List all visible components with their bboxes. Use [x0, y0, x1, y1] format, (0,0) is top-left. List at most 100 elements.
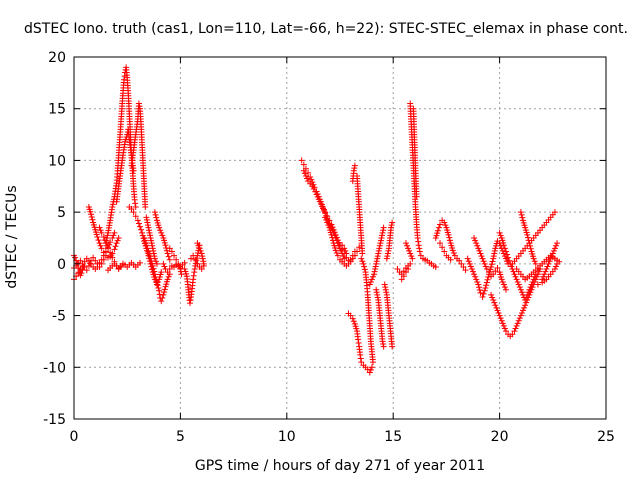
data-point: [473, 276, 480, 283]
data-point: [400, 273, 407, 280]
data-point: [373, 258, 380, 265]
data-point: [439, 244, 446, 251]
data-point: [135, 100, 142, 107]
data-point: [358, 255, 365, 262]
data-point: [78, 270, 85, 277]
data-point: [548, 253, 555, 260]
data-point: [153, 260, 160, 267]
data-point: [483, 266, 490, 273]
data-point: [371, 268, 378, 275]
data-point: [547, 255, 554, 262]
data-point: [81, 263, 88, 270]
data-point: [552, 242, 559, 249]
data-point: [108, 252, 115, 259]
data-point: [501, 284, 508, 291]
data-point: [402, 269, 409, 276]
data-point: [304, 175, 311, 182]
data-point: [195, 242, 202, 249]
data-point: [97, 242, 104, 249]
data-point: [149, 242, 156, 249]
data-point: [161, 289, 168, 296]
data-point: [446, 237, 453, 244]
data-point: [499, 320, 506, 327]
data-point: [109, 201, 116, 208]
data-point: [160, 260, 167, 267]
x-tick-label: 20: [491, 429, 509, 445]
data-point: [384, 253, 391, 260]
data-point: [359, 250, 366, 257]
data-point: [462, 267, 469, 274]
data-point: [351, 165, 358, 172]
data-point: [130, 209, 137, 216]
data-point: [190, 252, 197, 259]
data-point: [517, 312, 524, 319]
data-point: [135, 220, 142, 227]
data-point: [531, 258, 538, 265]
data-point: [522, 302, 529, 309]
data-point: [531, 273, 538, 280]
data-point: [339, 250, 346, 257]
data-point: [100, 249, 107, 256]
data-point: [357, 351, 364, 358]
data-point: [322, 214, 329, 221]
data-point: [312, 188, 319, 195]
data-point: [136, 259, 143, 266]
data-point: [377, 237, 384, 244]
data-point: [181, 259, 188, 266]
data-point: [384, 250, 391, 257]
data-point: [186, 300, 193, 307]
y-tick-label: 0: [57, 257, 66, 273]
data-point: [494, 264, 501, 271]
data-point: [389, 343, 396, 350]
data-point: [510, 268, 517, 275]
data-point: [481, 287, 488, 294]
plot-frame: [73, 56, 607, 420]
data-point: [479, 293, 486, 300]
data-point: [168, 248, 175, 255]
data-point: [481, 260, 488, 267]
data-point: [369, 359, 376, 366]
data-point: [488, 263, 495, 270]
data-point: [138, 226, 145, 233]
data-point: [441, 248, 448, 255]
data-point: [435, 224, 442, 231]
data-point: [199, 255, 206, 262]
data-point: [103, 237, 110, 244]
data-point: [188, 255, 195, 262]
data-point: [408, 253, 415, 260]
data-point: [103, 235, 110, 241]
data-point: [526, 240, 533, 247]
data-point: [151, 255, 158, 262]
data-point: [383, 289, 390, 296]
data-point: [160, 291, 167, 298]
data-point: [155, 284, 162, 291]
data-point: [159, 232, 166, 239]
data-point: [492, 302, 499, 309]
data-point: [369, 273, 376, 280]
data-point: [153, 276, 160, 283]
data-point: [175, 260, 182, 267]
data-point: [491, 250, 498, 257]
data-point: [495, 309, 502, 316]
data-point: [516, 315, 523, 322]
data-point: [377, 240, 384, 247]
data-point: [153, 279, 160, 286]
data-point: [86, 260, 93, 267]
data-point: [309, 183, 316, 190]
data-point: [302, 172, 309, 179]
data-point: [166, 245, 173, 252]
data-point: [96, 224, 103, 231]
data-point: [530, 255, 537, 262]
data-points: [71, 64, 563, 376]
data-point: [323, 216, 330, 223]
data-point: [176, 263, 183, 270]
data-point: [148, 240, 155, 247]
data-point: [197, 247, 204, 254]
data-point: [520, 307, 527, 314]
data-point: [347, 258, 354, 265]
data-point: [380, 224, 387, 231]
data-point: [143, 242, 150, 249]
data-point: [367, 278, 374, 285]
data-point: [511, 328, 518, 335]
data-point: [143, 214, 150, 221]
